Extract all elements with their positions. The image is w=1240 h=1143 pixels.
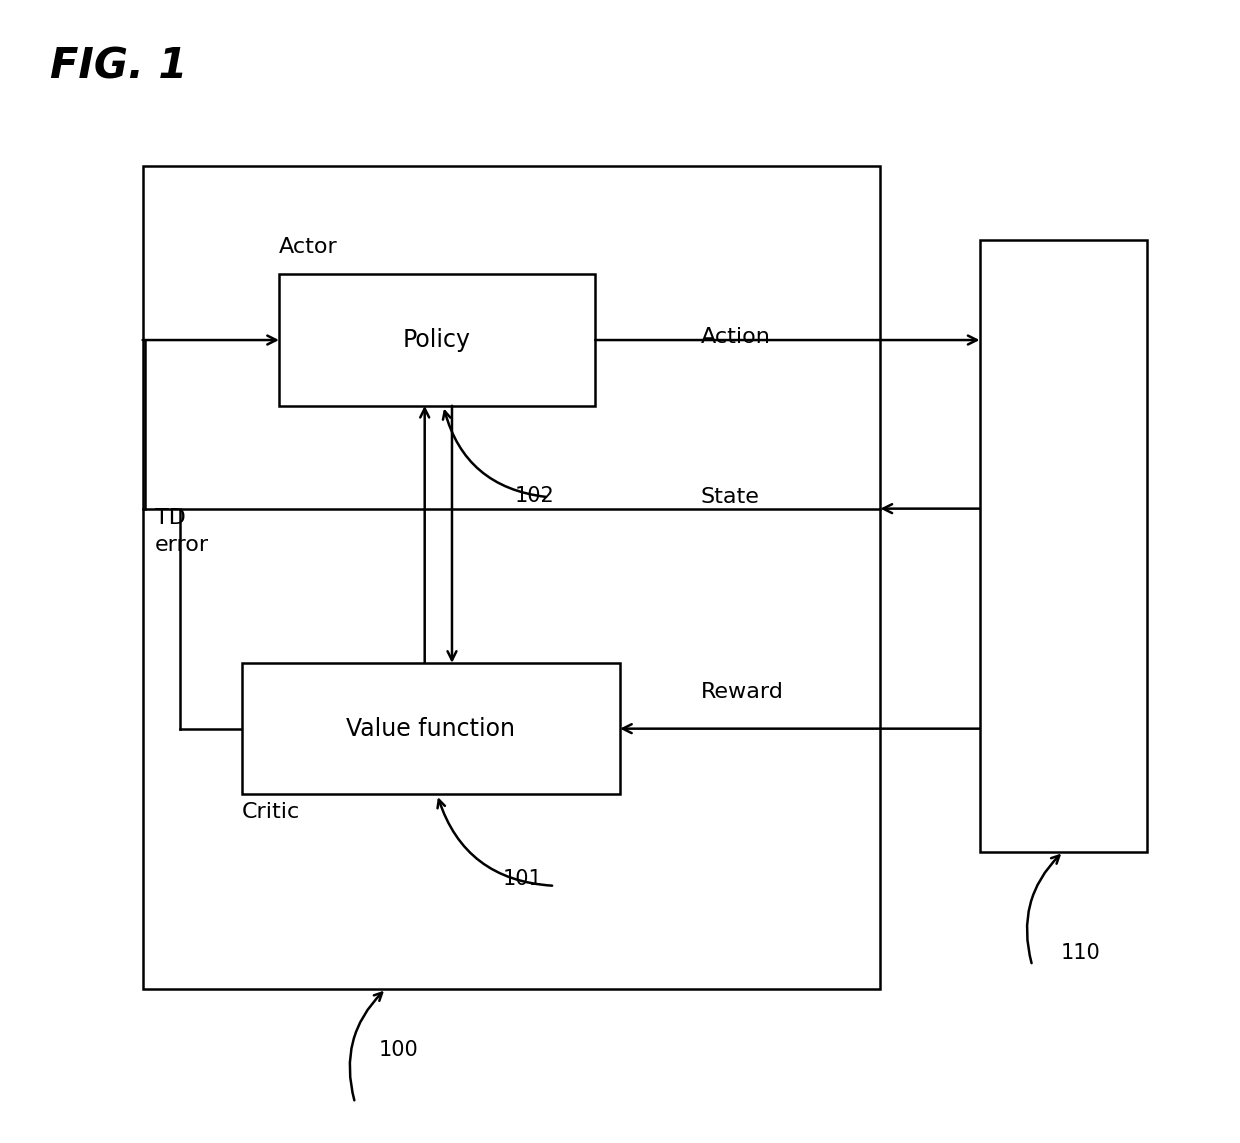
FancyBboxPatch shape [980, 240, 1147, 852]
Text: 102: 102 [515, 486, 554, 505]
FancyBboxPatch shape [279, 274, 595, 406]
Text: 101: 101 [502, 869, 542, 888]
Text: Critic: Critic [242, 802, 300, 822]
Text: 110: 110 [1060, 943, 1100, 962]
FancyBboxPatch shape [143, 166, 880, 989]
Text: Policy: Policy [403, 328, 471, 352]
Text: Value function: Value function [346, 717, 516, 741]
Text: Action: Action [701, 327, 770, 347]
Text: Reward: Reward [701, 681, 784, 702]
Text: FIG. 1: FIG. 1 [50, 46, 187, 88]
Text: State: State [701, 487, 759, 507]
Text: TD
error: TD error [155, 509, 210, 554]
FancyBboxPatch shape [242, 663, 620, 794]
Text: Actor: Actor [279, 238, 337, 257]
Text: 100: 100 [378, 1040, 418, 1060]
